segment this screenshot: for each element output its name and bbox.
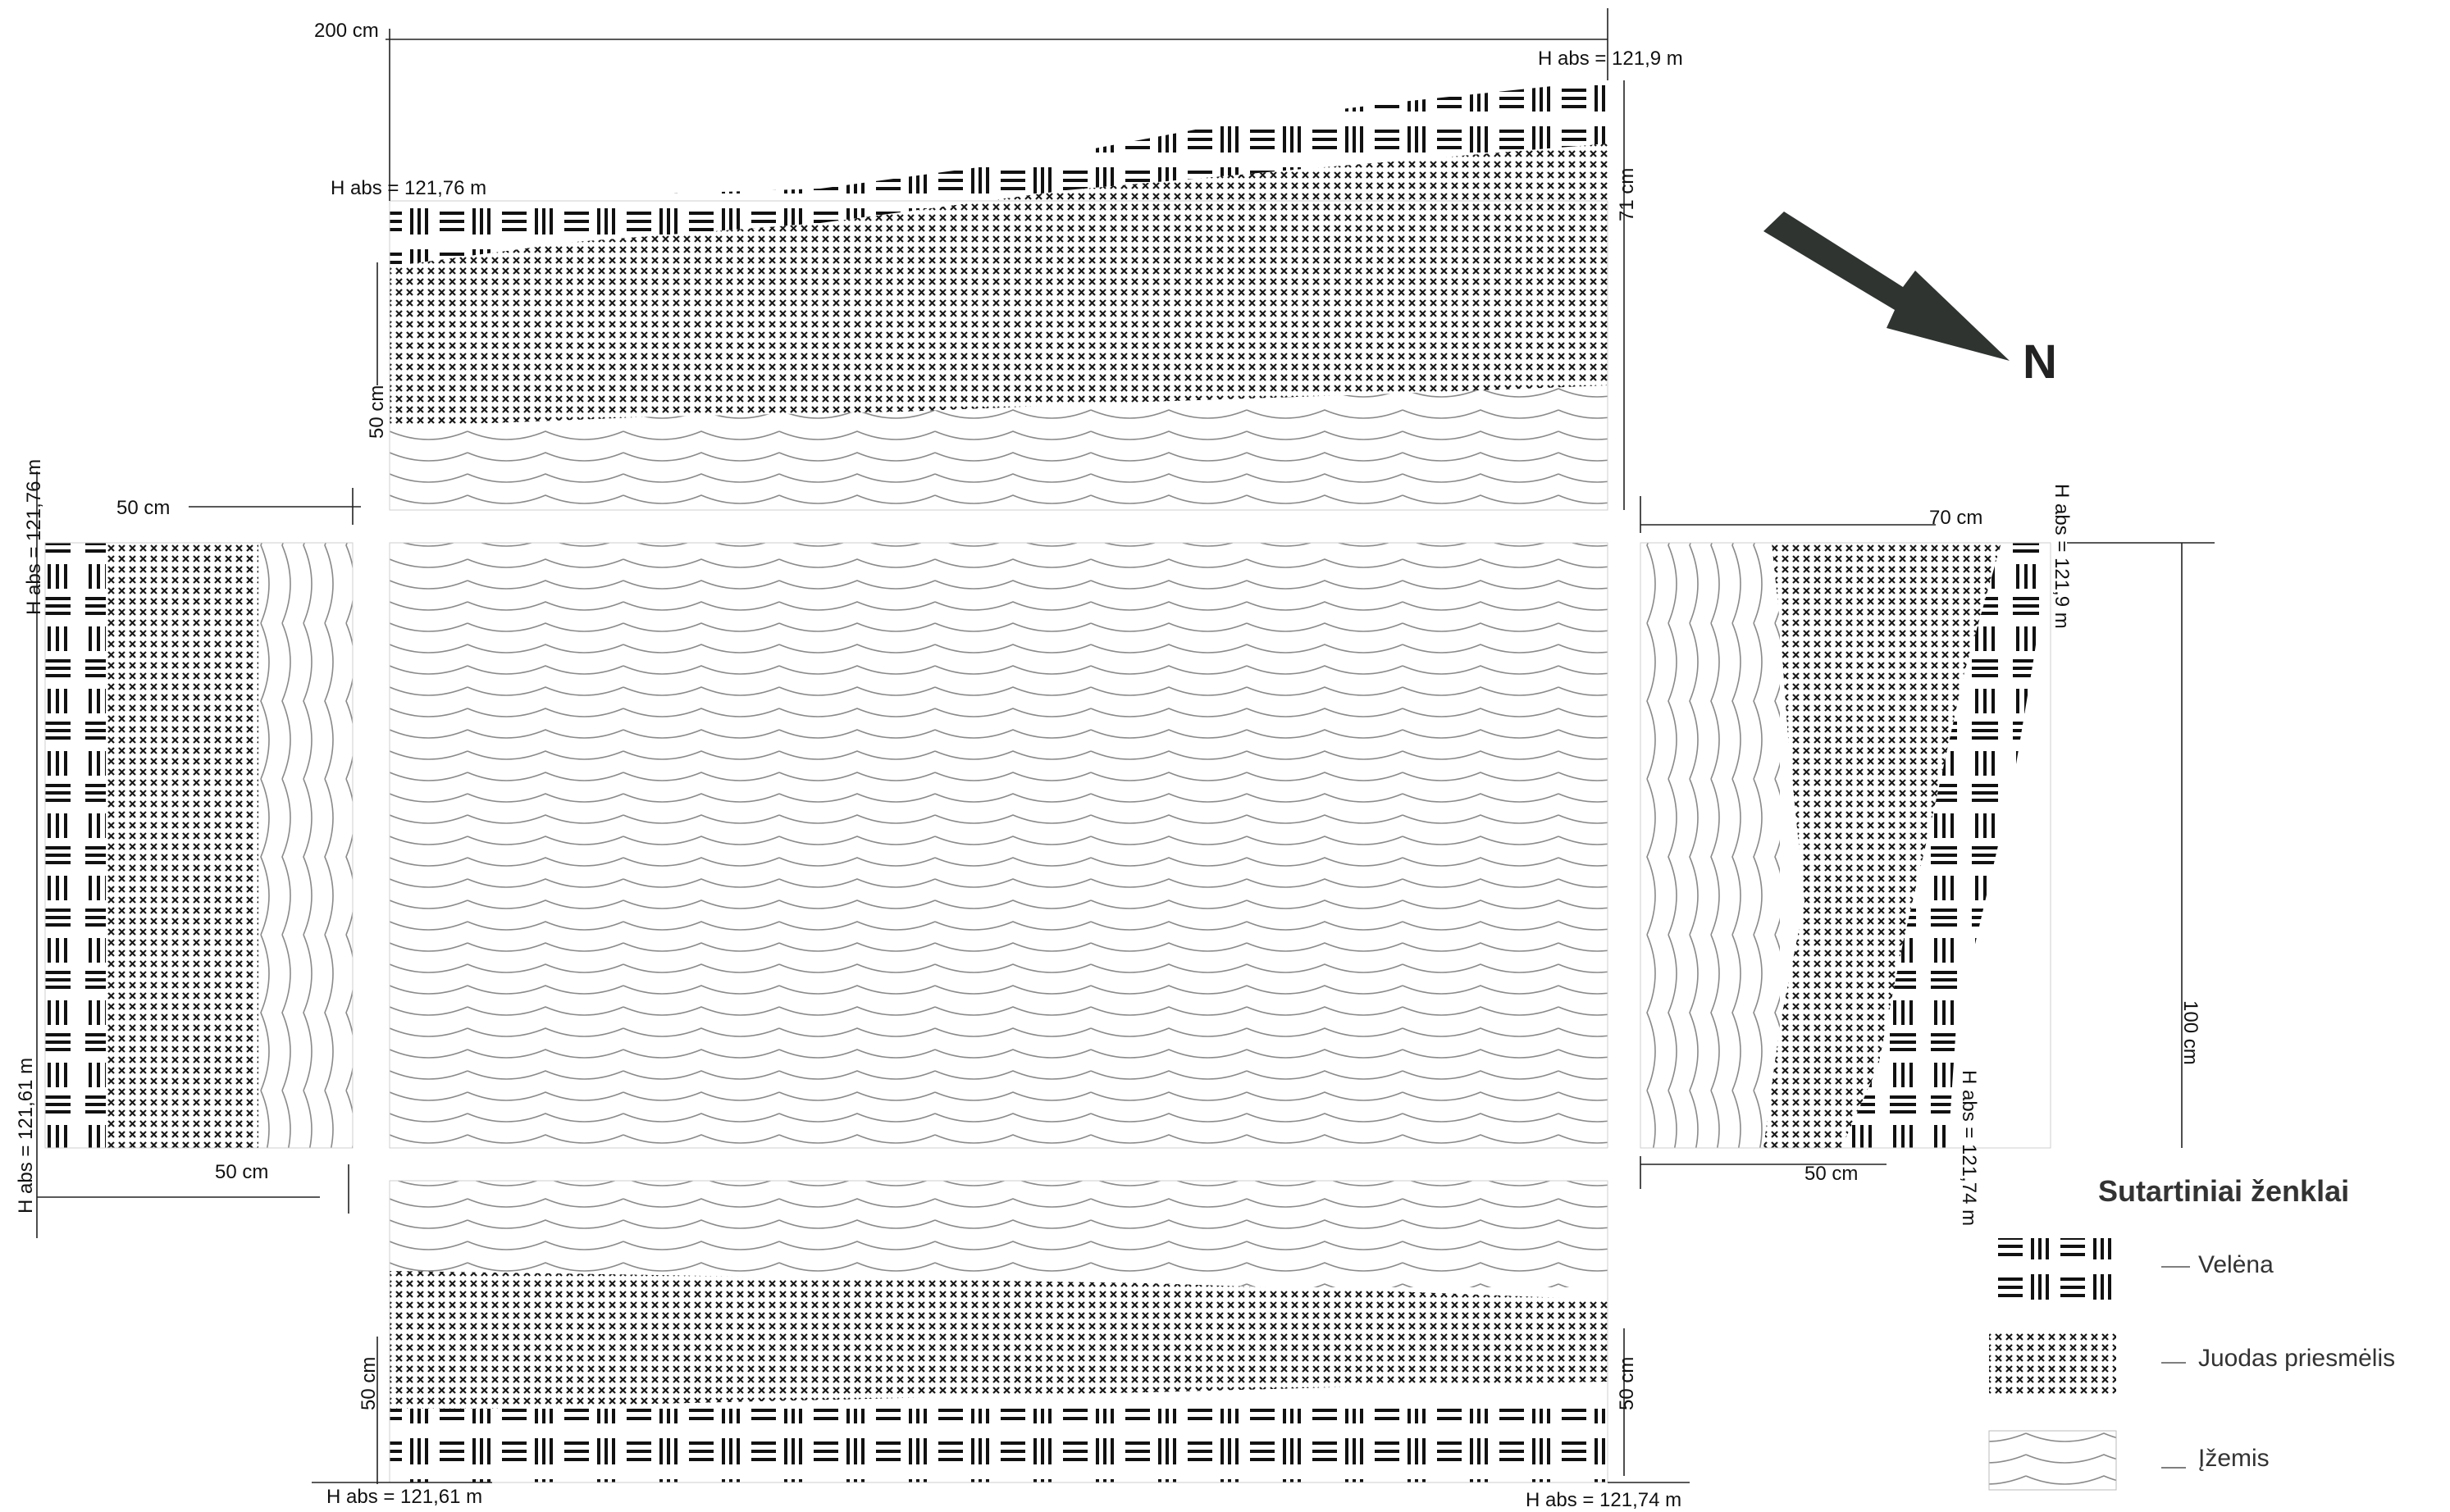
left-bottom-width-label: 50 cm xyxy=(215,1161,269,1183)
left-izemis-layer xyxy=(258,543,353,1148)
floor-izemis-layer xyxy=(389,542,1608,1149)
top-turf-layer xyxy=(390,80,1608,266)
top-h-left-label: H abs = 121,76 m xyxy=(331,177,487,199)
bottom-h-left-label: H abs = 121,61 m xyxy=(326,1486,483,1508)
legend-label-izemis: Įžemis xyxy=(2198,1445,2270,1472)
legend-title: Sutartiniai ženklai xyxy=(2098,1174,2350,1208)
top-right-depth-label: 71 cm xyxy=(1616,167,1638,221)
right-black-sand-layer xyxy=(1763,543,2001,1148)
top-black-sand-layer xyxy=(390,143,1608,425)
north-label: N xyxy=(2023,335,2057,389)
right-h-top-label: H abs = 121,9 m xyxy=(2051,484,2073,629)
left-turf-layer xyxy=(45,543,106,1148)
floor-plan xyxy=(389,542,1608,1149)
right-bottom-width-label: 50 cm xyxy=(1804,1163,1859,1185)
right-depth-label: 100 cm xyxy=(2179,1000,2201,1065)
north-arrow-icon xyxy=(1763,212,2010,361)
legend-label-juodas: Juodas priesmėlis xyxy=(2198,1345,2396,1372)
legend-label-velena: Velėna xyxy=(2198,1251,2274,1278)
right-top-width-label: 70 cm xyxy=(1929,507,1983,529)
right-izemis-layer xyxy=(1640,543,1780,1148)
dimension-lines xyxy=(36,8,2215,1484)
bottom-izemis-layer xyxy=(390,1181,1608,1287)
left-h-bottom-label: H abs = 121,61 m xyxy=(15,1057,37,1214)
top-wall-profile xyxy=(389,80,1608,511)
left-h-top-label: H abs = 121,76 m xyxy=(23,458,45,615)
bottom-h-right-label: H abs = 121,74 m xyxy=(1526,1489,1682,1511)
legend-swatch-velena xyxy=(1989,1238,2116,1300)
left-wall-profile xyxy=(44,542,354,1149)
right-wall-profile xyxy=(1640,542,2051,1149)
left-black-sand-layer xyxy=(106,543,258,1148)
bottom-right-depth-label: 50 cm xyxy=(1616,1356,1638,1410)
top-h-right-label: H abs = 121,9 m xyxy=(1538,48,1683,70)
left-top-width-label: 50 cm xyxy=(116,497,171,519)
bottom-turf-layer xyxy=(390,1409,1608,1482)
right-turf-layer xyxy=(1841,543,2051,1148)
bottom-black-sand-layer xyxy=(390,1271,1608,1412)
legend-swatch-juodas xyxy=(1989,1332,2116,1394)
legend-swatches xyxy=(1988,1238,2190,1491)
top-left-depth-label: 50 cm xyxy=(366,385,388,439)
legend-swatch-izemis xyxy=(1988,1430,2117,1491)
bottom-left-depth-label: 50 cm xyxy=(358,1356,380,1410)
bottom-wall-profile xyxy=(389,1180,1608,1483)
right-h-bottom-label: H abs = 121,74 m xyxy=(1958,1070,1980,1227)
top-width-label: 200 cm xyxy=(314,20,379,42)
